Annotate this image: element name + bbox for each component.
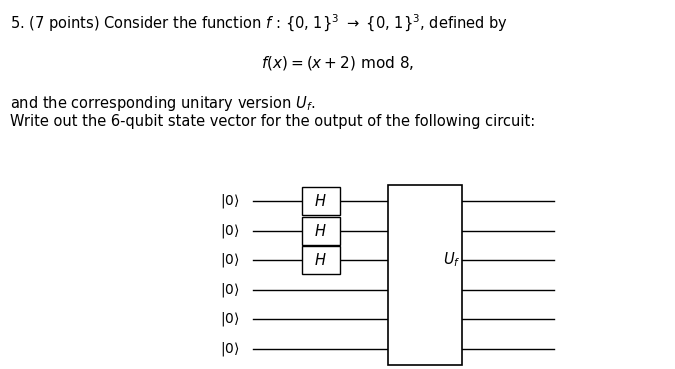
Text: $f(x) = (x + 2)\ \mathrm{mod}\ 8,$: $f(x) = (x + 2)\ \mathrm{mod}\ 8,$ [261, 54, 414, 72]
Text: $U_f$: $U_f$ [443, 251, 461, 269]
Text: and the corresponding unitary version $U_f$.: and the corresponding unitary version $U… [10, 94, 315, 113]
Text: $|0\rangle$: $|0\rangle$ [220, 222, 240, 239]
Text: $|0\rangle$: $|0\rangle$ [220, 310, 240, 328]
Text: 5. (7 points) Consider the function $f$ : {0, 1}$^3$ $\rightarrow$ {0, 1}$^3$, d: 5. (7 points) Consider the function $f$ … [10, 13, 508, 34]
FancyBboxPatch shape [388, 184, 462, 365]
Text: $|0\rangle$: $|0\rangle$ [220, 251, 240, 269]
Text: Write out the 6-qubit state vector for the output of the following circuit:: Write out the 6-qubit state vector for t… [10, 114, 535, 130]
FancyBboxPatch shape [302, 246, 340, 274]
FancyBboxPatch shape [302, 187, 340, 215]
Text: $|0\rangle$: $|0\rangle$ [220, 340, 240, 358]
Text: $H$: $H$ [315, 193, 327, 209]
Text: $|0\rangle$: $|0\rangle$ [220, 192, 240, 210]
Text: $H$: $H$ [315, 252, 327, 268]
Text: $H$: $H$ [315, 223, 327, 239]
FancyBboxPatch shape [302, 217, 340, 245]
Text: $|0\rangle$: $|0\rangle$ [220, 281, 240, 299]
